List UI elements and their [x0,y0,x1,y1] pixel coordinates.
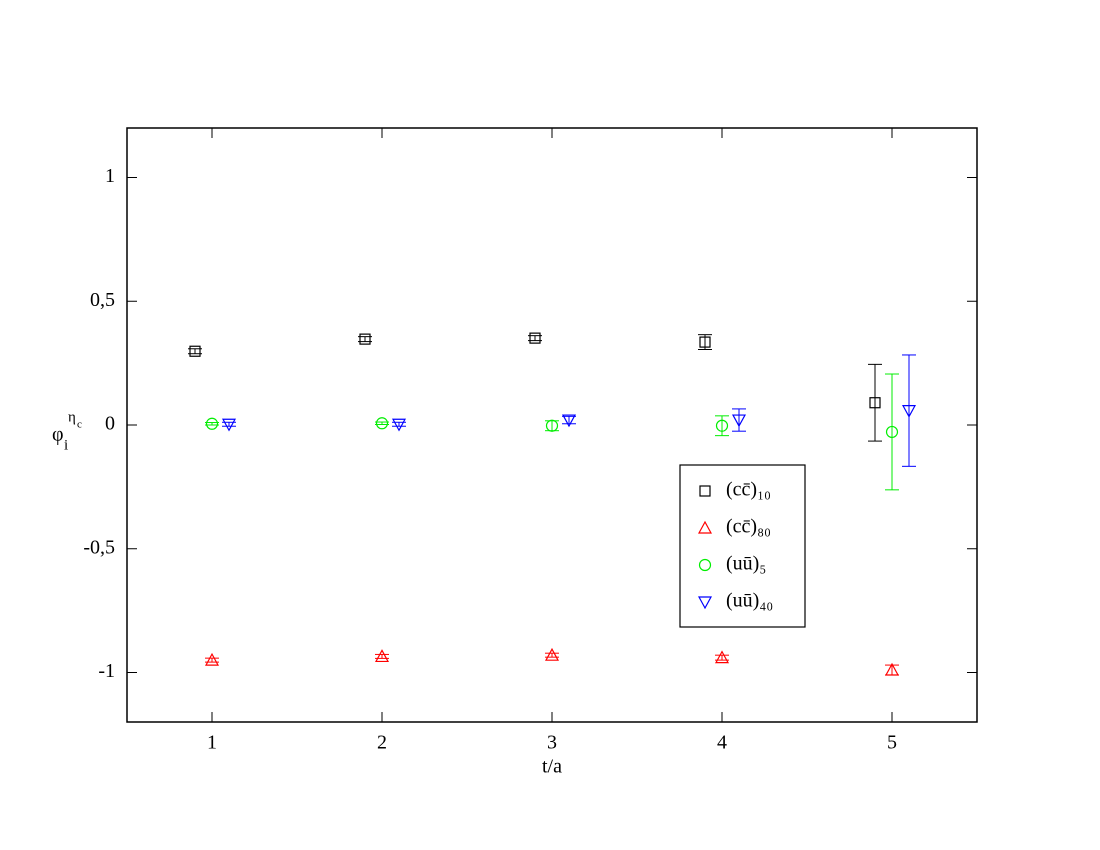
marker [884,662,900,676]
x-axis-label: t/a [542,756,562,778]
marker [885,425,899,439]
marker [714,650,730,664]
marker [545,419,559,432]
legend-marker [698,558,712,572]
legend-marker [699,485,711,497]
y-label-sup: η [68,409,76,425]
error-bar [205,422,219,426]
error-bar [392,421,406,427]
marker [544,647,560,661]
marker [375,417,389,430]
marker [374,649,390,663]
x-tick-label: 1 [207,732,217,754]
y-label-sup-sub: c [77,419,82,431]
x-tick-label: 2 [377,732,387,754]
error-bar [545,652,559,658]
error-bar [732,408,746,432]
legend-label: (uū)₅ [726,553,766,575]
legend-marker [697,520,713,534]
marker [359,333,371,345]
error-bar [375,421,389,426]
error-bar [715,415,729,437]
legend-label: (cc̄)₁₀ [726,479,771,501]
marker [391,418,407,432]
y-label-sub: i [64,437,68,453]
error-bar [375,653,389,659]
marker [869,397,881,409]
x-tick-label: 3 [547,732,557,754]
error-bar [868,363,882,442]
y-tick-label: 0 [105,413,115,435]
marker [221,418,237,432]
marker [731,414,747,428]
marker [901,405,917,418]
legend-entry: (uū)₅ [698,553,766,575]
error-bar [902,354,916,467]
y-axis-label: φ i η c [52,409,82,453]
y-tick-label: 0,5 [90,289,115,311]
marker [204,652,220,666]
marker [715,419,729,432]
legend-entry: (uū)₄₀ [697,590,773,612]
marker [189,345,201,357]
y-tick-label: 1 [105,165,115,187]
legend-label: (cc̄)₈₀ [726,516,771,538]
marker [699,336,711,348]
marker [561,414,577,428]
error-bar [222,421,236,427]
legend-label: (uū)₄₀ [726,590,773,612]
y-tick-label: -1 [98,660,115,682]
legend-entry: (cc̄)₈₀ [697,516,771,538]
legend-marker [697,596,713,610]
marker [529,332,541,344]
y-label-main: φ [52,424,64,446]
error-bar [205,657,219,663]
y-tick-label: -0,5 [83,536,115,558]
legend-entry: (cc̄)₁₀ [699,479,771,501]
x-tick-label: 5 [887,732,897,754]
x-tick-label: 4 [717,732,727,754]
marker [205,417,219,430]
error-bar [885,373,899,491]
